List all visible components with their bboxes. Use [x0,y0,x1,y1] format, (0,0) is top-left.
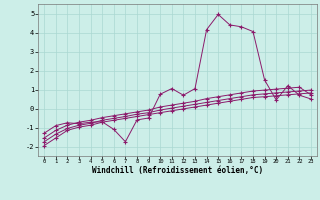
X-axis label: Windchill (Refroidissement éolien,°C): Windchill (Refroidissement éolien,°C) [92,166,263,175]
